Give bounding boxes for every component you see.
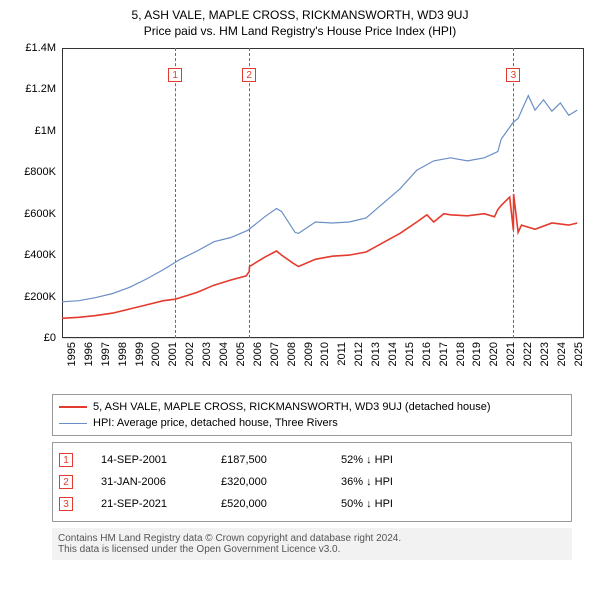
event-price: £520,000 [221, 493, 341, 515]
x-tick-label: 2006 [252, 342, 264, 366]
event-number: 3 [59, 497, 73, 511]
title-line-2: Price paid vs. HM Land Registry's House … [10, 24, 590, 38]
x-tick-label: 2007 [269, 342, 281, 366]
x-tick-label: 1999 [134, 342, 146, 366]
event-date: 21-SEP-2021 [101, 493, 221, 515]
x-tick-label: 2008 [286, 342, 298, 366]
legend-label: 5, ASH VALE, MAPLE CROSS, RICKMANSWORTH,… [93, 399, 491, 415]
series-hpi [62, 96, 577, 302]
x-tick-label: 2012 [353, 342, 365, 366]
x-tick-label: 2014 [387, 342, 399, 366]
x-tick-label: 2013 [370, 342, 382, 366]
footer-line-2: This data is licensed under the Open Gov… [58, 544, 566, 555]
x-tick-label: 2004 [218, 342, 230, 366]
x-tick-label: 2020 [488, 342, 500, 366]
event-delta: 52% ↓ HPI [341, 449, 393, 471]
x-tick-label: 1997 [100, 342, 112, 366]
x-tick-label: 2001 [167, 342, 179, 366]
event-number: 2 [59, 475, 73, 489]
x-tick-label: 2000 [150, 342, 162, 366]
title-line-1: 5, ASH VALE, MAPLE CROSS, RICKMANSWORTH,… [10, 8, 590, 22]
x-tick-label: 2010 [319, 342, 331, 366]
event-date: 14-SEP-2001 [101, 449, 221, 471]
series-price_paid [62, 194, 577, 318]
event-row: 3 21-SEP-2021£520,00050% ↓ HPI [59, 493, 565, 515]
event-delta: 36% ↓ HPI [341, 471, 393, 493]
series-svg [10, 44, 584, 338]
x-tick-label: 2021 [505, 342, 517, 366]
x-tick-label: 2016 [421, 342, 433, 366]
legend-swatch [59, 423, 87, 424]
x-tick-label: 2019 [471, 342, 483, 366]
events-box: 1 14-SEP-2001£187,50052% ↓ HPI 2 31-JAN-200… [52, 442, 572, 522]
x-tick-label: 1995 [66, 342, 78, 366]
x-tick-label: 2015 [404, 342, 416, 366]
gridline [62, 338, 584, 339]
x-tick-label: 2017 [438, 342, 450, 366]
event-date: 31-JAN-2006 [101, 471, 221, 493]
x-tick-label: 2005 [235, 342, 247, 366]
x-tick-label: 2022 [522, 342, 534, 366]
x-tick-label: 2018 [455, 342, 467, 366]
event-price: £187,500 [221, 449, 341, 471]
x-tick-label: 2002 [184, 342, 196, 366]
x-tick-label: 2025 [573, 342, 585, 366]
x-tick-label: 2003 [201, 342, 213, 366]
chart-area: £0£200K£400K£600K£800K£1M£1.2M£1.4M19951… [10, 44, 590, 384]
x-tick-label: 2023 [539, 342, 551, 366]
event-row: 1 14-SEP-2001£187,50052% ↓ HPI [59, 449, 565, 471]
x-tick-label: 2011 [336, 342, 348, 366]
footer-attribution: Contains HM Land Registry data © Crown c… [52, 528, 572, 560]
legend-box: 5, ASH VALE, MAPLE CROSS, RICKMANSWORTH,… [52, 394, 572, 436]
chart-titles: 5, ASH VALE, MAPLE CROSS, RICKMANSWORTH,… [10, 8, 590, 38]
legend-label: HPI: Average price, detached house, Thre… [93, 415, 338, 431]
legend-row: 5, ASH VALE, MAPLE CROSS, RICKMANSWORTH,… [59, 399, 565, 415]
event-price: £320,000 [221, 471, 341, 493]
event-delta: 50% ↓ HPI [341, 493, 393, 515]
x-tick-label: 1996 [83, 342, 95, 366]
x-tick-label: 2009 [303, 342, 315, 366]
legend-swatch [59, 406, 87, 408]
x-tick-label: 1998 [117, 342, 129, 366]
x-tick-label: 2024 [556, 342, 568, 366]
event-number: 1 [59, 453, 73, 467]
event-row: 2 31-JAN-2006£320,00036% ↓ HPI [59, 471, 565, 493]
legend-row: HPI: Average price, detached house, Thre… [59, 415, 565, 431]
footer-line-1: Contains HM Land Registry data © Crown c… [58, 533, 566, 544]
